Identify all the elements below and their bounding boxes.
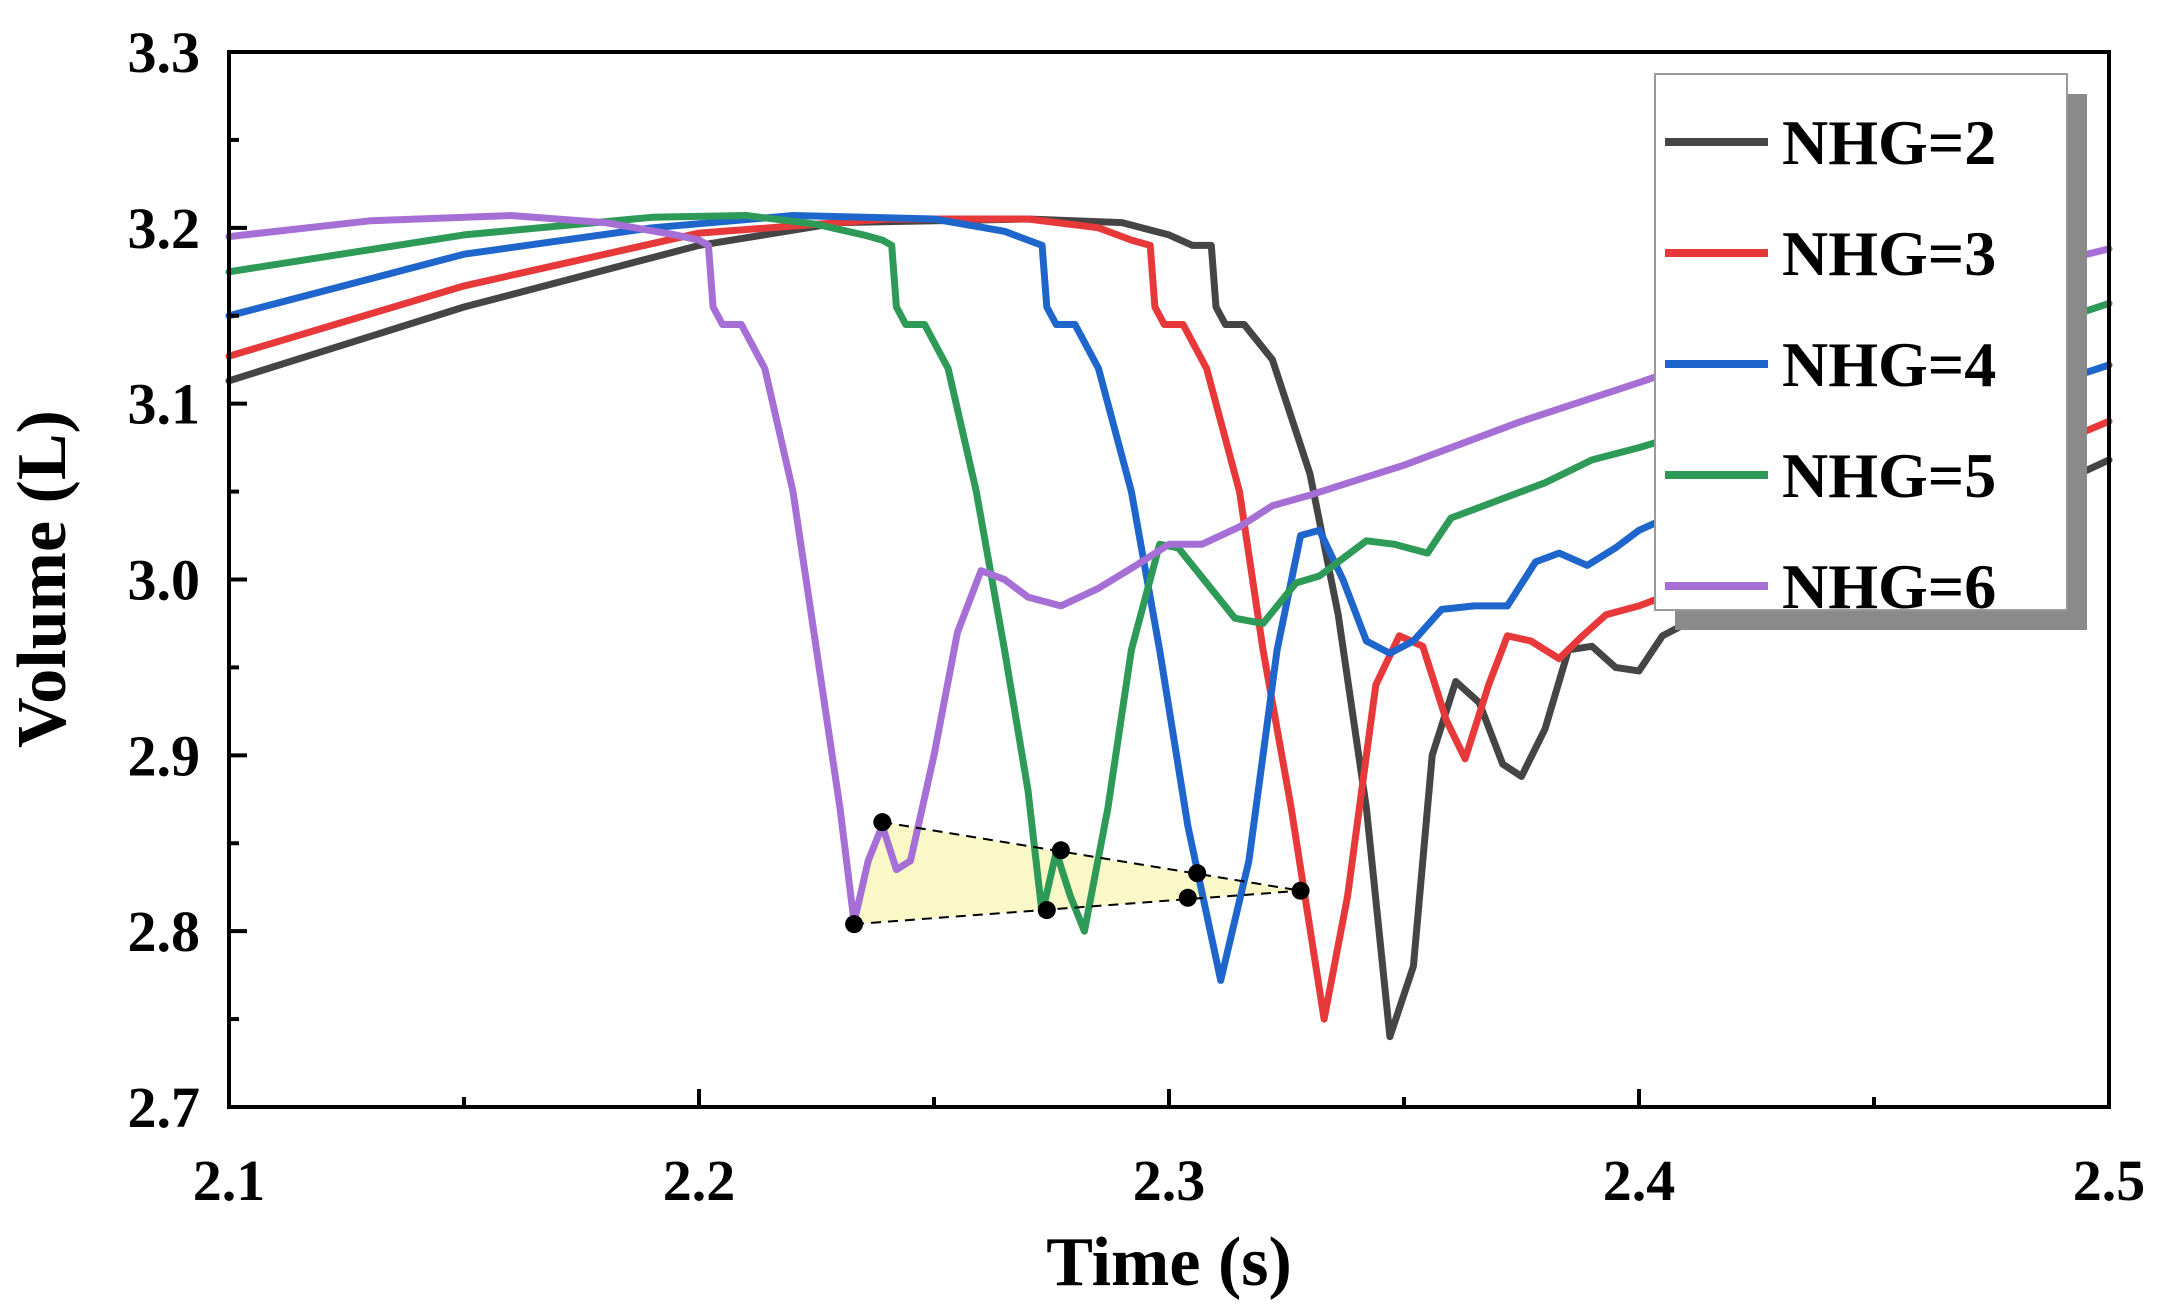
- legend: NHG=2 NHG=3 NHG=4 NHG=5 NHG=6: [1654, 73, 2087, 630]
- y-tick-label: 3.2: [128, 196, 201, 261]
- marker-point: [1051, 841, 1070, 860]
- x-tick-label: 2.1: [193, 1148, 266, 1213]
- legend-label-nhg-4: NHG=4: [1782, 329, 1996, 400]
- series-line-nhg-6: [225, 212, 2113, 926]
- marker-point: [1188, 864, 1207, 883]
- y-tick-label: 2.9: [128, 723, 201, 788]
- x-tick-label: 2.2: [663, 1148, 736, 1213]
- lower-dashed-line: [854, 889, 1301, 926]
- marker-point: [845, 915, 864, 934]
- x-tick-label: 2.4: [1603, 1148, 1676, 1213]
- legend-box: [1654, 73, 2068, 611]
- legend-items: NHG=2 NHG=3 NHG=4 NHG=5 NHG=6: [1665, 107, 1996, 622]
- marker-point: [873, 813, 892, 832]
- legend-label-nhg-2: NHG=2: [1782, 107, 1996, 178]
- marker-layer: [845, 813, 1310, 934]
- series-line-nhg-3: [225, 215, 2113, 1023]
- y-tick-label: 2.8: [128, 899, 201, 964]
- marker-point: [1291, 881, 1310, 900]
- y-tick-label: 3.1: [128, 372, 201, 437]
- marker-point: [1037, 901, 1056, 920]
- x-tick-label: 2.3: [1133, 1148, 1206, 1213]
- x-axis-title: Time (s): [1046, 1224, 1292, 1301]
- legend-label-nhg-6: NHG=6: [1782, 551, 1996, 622]
- series-line-nhg-4: [225, 212, 2113, 984]
- y-tick-label: 3.3: [128, 20, 201, 85]
- legend-label-nhg-3: NHG=3: [1782, 218, 1996, 289]
- upper-dashed-line: [882, 821, 1301, 892]
- series-line-nhg-2: [225, 215, 2113, 1041]
- y-tick-label: 3.0: [128, 548, 201, 613]
- series-line-nhg-5: [225, 212, 2113, 935]
- series-layer: [225, 212, 2113, 1041]
- y-tick-label: 2.7: [128, 1075, 201, 1140]
- x-tick-label: 2.5: [2073, 1148, 2146, 1213]
- ticks-layer: 2.1 2.2 2.3 2.4 2.5 2.7 2.8 2.9 3.0 3.1 3.2 3.3: [128, 20, 2146, 1213]
- y-axis-title: Volume (L): [4, 410, 81, 748]
- marker-point: [1178, 888, 1197, 907]
- legend-label-nhg-5: NHG=5: [1782, 440, 1996, 511]
